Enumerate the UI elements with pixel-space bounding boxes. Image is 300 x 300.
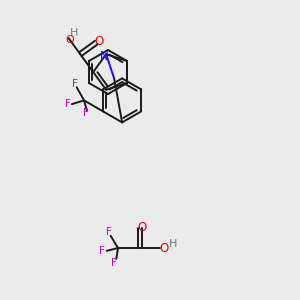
Text: O: O <box>65 35 74 45</box>
Text: H: H <box>69 28 78 38</box>
Text: O: O <box>95 35 104 48</box>
Text: F: F <box>65 99 71 109</box>
Text: F: F <box>111 258 117 268</box>
Text: F: F <box>106 227 112 237</box>
Text: N: N <box>100 50 109 63</box>
Text: F: F <box>83 109 89 118</box>
Text: F: F <box>99 246 105 256</box>
Text: H: H <box>169 239 177 249</box>
Text: O: O <box>159 242 168 254</box>
Text: F: F <box>72 79 78 89</box>
Text: O: O <box>137 221 147 234</box>
